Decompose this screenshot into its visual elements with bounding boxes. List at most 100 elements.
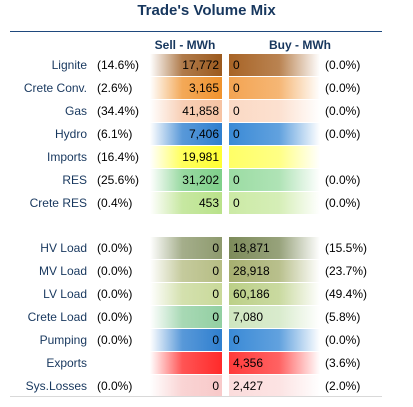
sell-value: 31,202 (182, 173, 219, 187)
buy-value: 0 (233, 196, 240, 210)
sell-value: 0 (212, 333, 219, 347)
row-label: Gas (64, 104, 87, 118)
buy-percent: (15.5%) (325, 241, 368, 255)
table-row: RES (25.6%) 31,202 0 (0.0%) (0, 169, 413, 191)
sell-bar (150, 375, 222, 397)
sell-value: 0 (212, 287, 219, 301)
sell-value: 17,772 (182, 58, 219, 72)
chart-title: Trade's Volume Mix (137, 2, 276, 19)
sell-percent: (14.6%) (97, 58, 140, 72)
sell-bar (150, 237, 222, 259)
buy-percent: (5.8%) (325, 310, 361, 324)
sell-bar (150, 192, 222, 214)
sell-value: 0 (212, 241, 219, 255)
sell-percent: (6.1%) (97, 127, 133, 141)
buy-percent: (49.4%) (325, 287, 368, 301)
sell-percent: (0.0%) (97, 287, 133, 301)
sell-percent: (25.6%) (97, 173, 140, 187)
row-label: Imports (46, 150, 87, 164)
sell-bar (150, 260, 222, 282)
table-row: Pumping (0.0%) 0 0 (0.0%) (0, 329, 413, 351)
table-row: LV Load (0.0%) 0 60,186 (49.4%) (0, 283, 413, 305)
sell-percent (97, 352, 147, 374)
buy-percent: (23.7%) (325, 264, 368, 278)
sell-percent: (0.0%) (97, 241, 133, 255)
buy-percent: (0.0%) (325, 333, 361, 347)
row-label: MV Load (38, 264, 87, 278)
sell-bar (150, 77, 222, 99)
sell-percent: (0.0%) (97, 310, 133, 324)
buy-bar (229, 192, 320, 214)
table-row: Imports (16.4%) 19,981 (0, 146, 413, 168)
table-row: Exports 4,356 (3.6%) (0, 352, 413, 374)
bottom-divider (10, 396, 382, 397)
buy-value: 18,871 (233, 241, 270, 255)
row-label: Hydro (54, 127, 87, 141)
sell-value (150, 352, 219, 374)
buy-bar (229, 100, 320, 122)
row-label: LV Load (43, 287, 87, 301)
buy-bar (229, 260, 320, 282)
table-row: Gas (34.4%) 41,858 0 (0.0%) (0, 100, 413, 122)
buy-percent: (0.0%) (325, 58, 361, 72)
sell-percent: (16.4%) (97, 150, 140, 164)
sell-value: 7,406 (188, 127, 219, 141)
buy-value: 60,186 (233, 287, 270, 301)
table-row: Crete Load (0.0%) 0 7,080 (5.8%) (0, 306, 413, 328)
buy-value: 0 (233, 81, 240, 95)
row-label: Crete Load (27, 310, 87, 324)
buy-value: 4,356 (233, 356, 264, 370)
buy-value (233, 146, 318, 168)
sell-percent: (2.6%) (97, 81, 133, 95)
sell-value: 0 (212, 264, 219, 278)
sell-bar (150, 306, 222, 328)
sell-bar (150, 54, 222, 76)
buy-value: 0 (233, 104, 240, 118)
row-label: Lignite (51, 58, 87, 72)
sell-percent: (0.0%) (97, 333, 133, 347)
buy-column-header: Buy - MWh (269, 38, 331, 52)
table-row: Lignite (14.6%) 17,772 0 (0.0%) (0, 54, 413, 76)
buy-value: 2,427 (233, 379, 264, 393)
buy-bar (229, 77, 320, 99)
buy-bar (229, 283, 320, 305)
table-row: HV Load (0.0%) 0 18,871 (15.5%) (0, 237, 413, 259)
buy-bar (229, 146, 320, 168)
buy-value: 0 (233, 173, 240, 187)
buy-percent: (0.0%) (325, 104, 361, 118)
buy-percent: (0.0%) (325, 81, 361, 95)
row-label: Sys.Losses (25, 379, 87, 393)
buy-value: 28,918 (233, 264, 270, 278)
title-underline (10, 31, 382, 32)
sell-bar (150, 100, 222, 122)
sell-percent: (0.4%) (97, 196, 133, 210)
buy-percent: (0.0%) (325, 173, 361, 187)
table-row: MV Load (0.0%) 0 28,918 (23.7%) (0, 260, 413, 282)
sell-percent: (0.0%) (97, 264, 133, 278)
buy-percent: (3.6%) (325, 356, 361, 370)
buy-bar (229, 375, 320, 397)
buy-bar (229, 329, 320, 351)
buy-bar (229, 352, 320, 374)
sell-value: 0 (212, 379, 219, 393)
row-label: Crete RES (29, 196, 87, 210)
sell-value: 19,981 (182, 150, 219, 164)
buy-value: 0 (233, 58, 240, 72)
sell-bar (150, 283, 222, 305)
buy-value: 0 (233, 127, 240, 141)
row-label: Pumping (39, 333, 87, 347)
table-row: Hydro (6.1%) 7,406 0 (0.0%) (0, 123, 413, 145)
buy-percent: (2.0%) (325, 379, 361, 393)
sell-percent: (34.4%) (97, 104, 140, 118)
sell-value: 3,165 (188, 81, 219, 95)
table-row: Sys.Losses (0.0%) 0 2,427 (2.0%) (0, 375, 413, 397)
sell-value: 41,858 (182, 104, 219, 118)
buy-value: 7,080 (233, 310, 264, 324)
sell-percent: (0.0%) (97, 379, 133, 393)
sell-bar (150, 123, 222, 145)
table-row: Crete RES (0.4%) 453 0 (0.0%) (0, 192, 413, 214)
buy-bar (229, 237, 320, 259)
buy-value: 0 (233, 333, 240, 347)
row-label: Exports (46, 356, 87, 370)
buy-bar (229, 123, 320, 145)
